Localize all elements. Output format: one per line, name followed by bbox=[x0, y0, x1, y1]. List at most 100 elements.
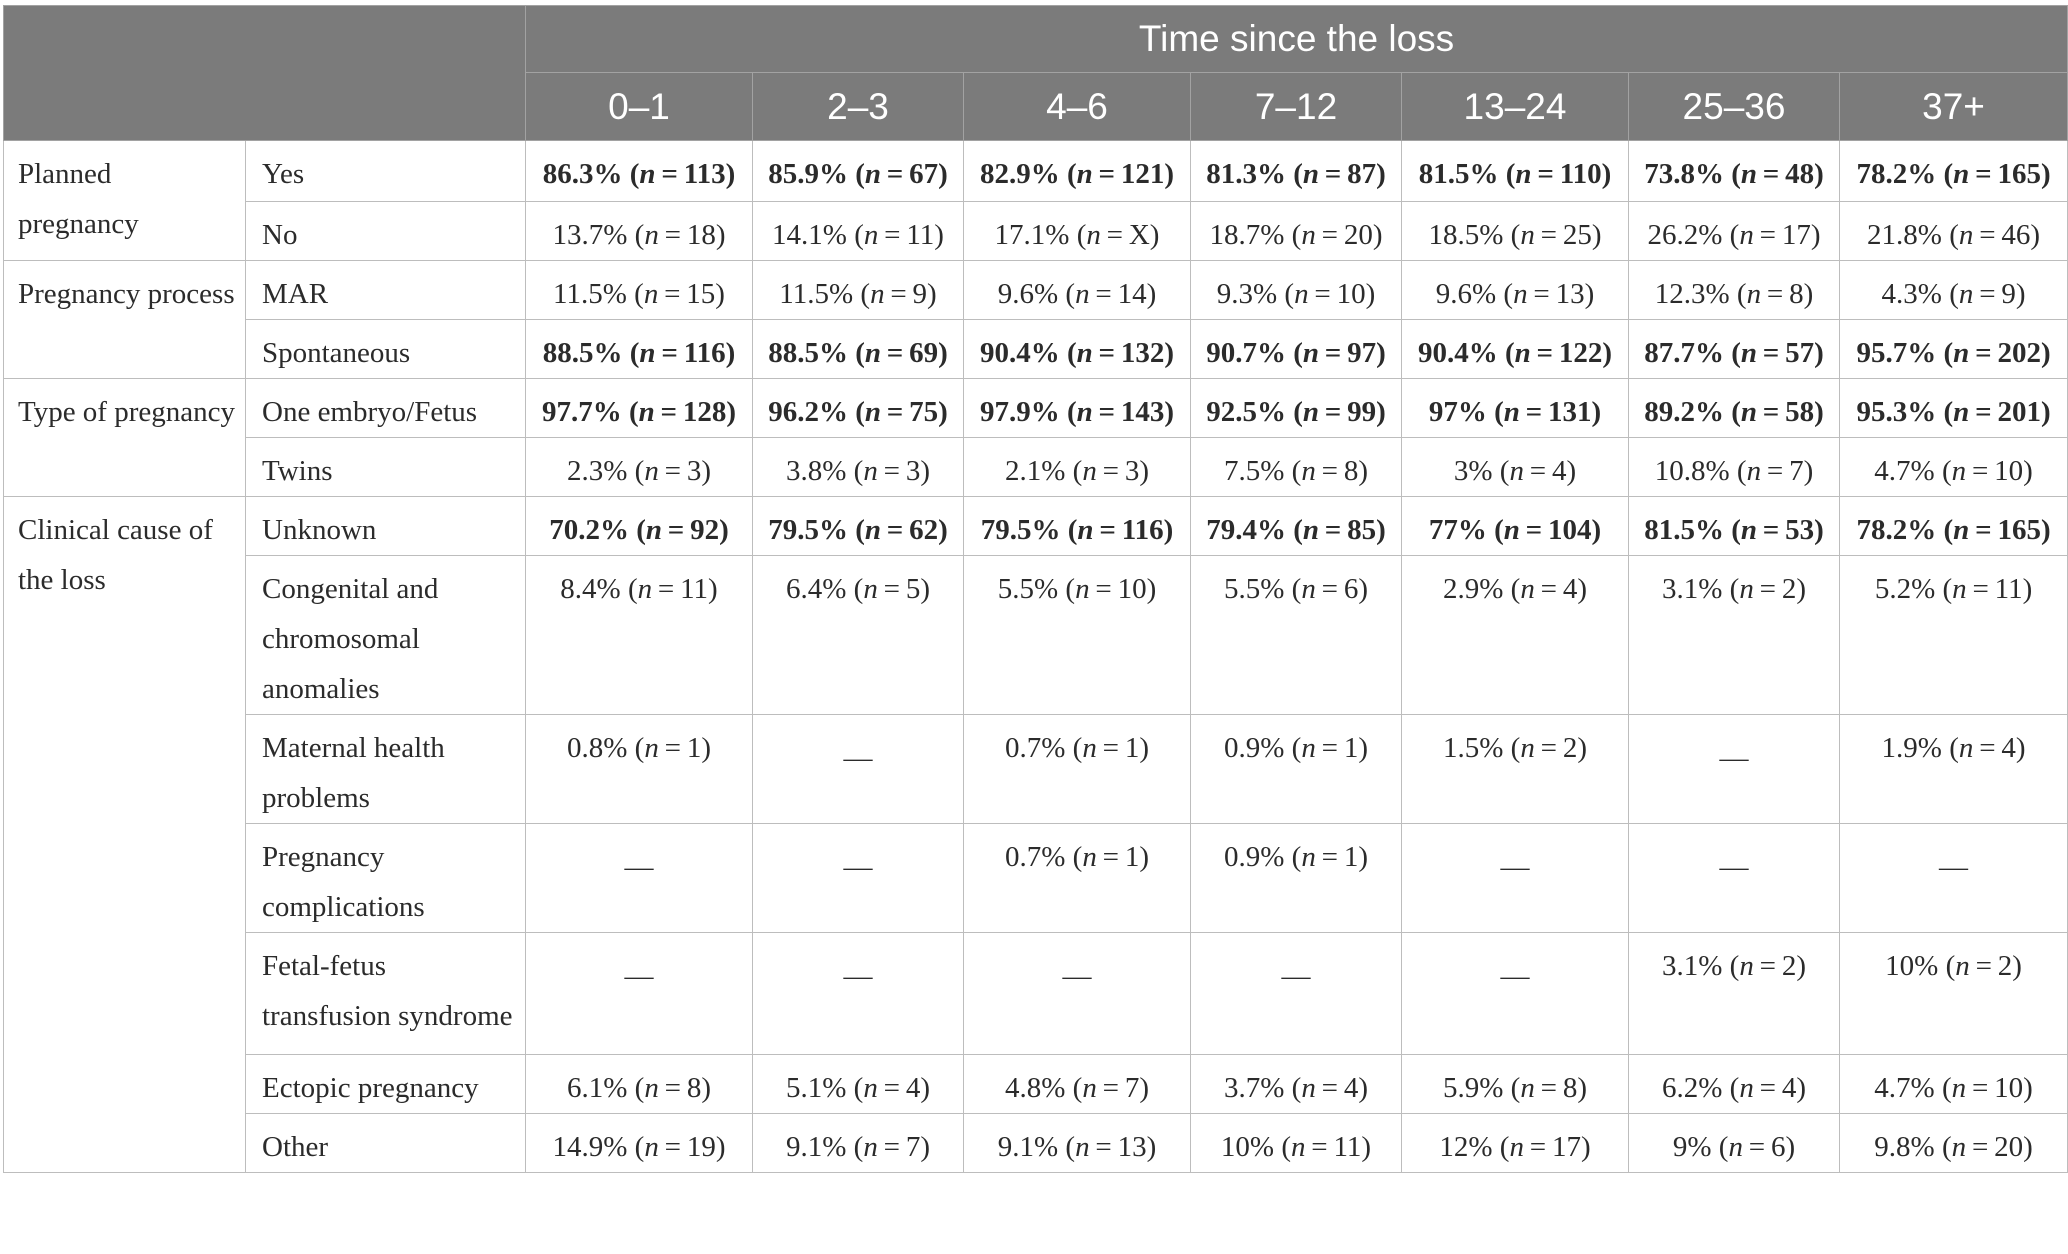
data-cell: 0.9% (n = 1) bbox=[1190, 714, 1402, 824]
cell-count: 17 bbox=[1781, 219, 1811, 251]
row-label: MAR bbox=[245, 260, 526, 320]
cell-percent: 5.2% bbox=[1874, 573, 1936, 605]
cell-percent: 89.2% bbox=[1644, 396, 1724, 428]
data-cell: 3% (n = 4) bbox=[1401, 437, 1629, 497]
data-cell: 77% (n = 104) bbox=[1401, 496, 1629, 556]
cell-percent: 14.9% bbox=[552, 1131, 628, 1163]
data-cell: 5.5% (n = 10) bbox=[963, 555, 1191, 715]
row-label: Other bbox=[245, 1113, 526, 1173]
data-cell: 9% (n = 6) bbox=[1628, 1113, 1840, 1173]
data-cell: 10% (n = 2) bbox=[1838, 932, 2068, 1055]
data-cell: 90.4% (n = 132) bbox=[963, 319, 1191, 379]
group-label: Clinical cause of the loss bbox=[3, 496, 246, 1173]
data-cell: — bbox=[752, 932, 964, 1055]
data-cell: 17.1% (n = X) bbox=[963, 201, 1191, 261]
cell-count: 11 bbox=[1994, 573, 2023, 605]
data-cell: 10.8% (n = 7) bbox=[1628, 437, 1840, 497]
data-cell: — bbox=[1628, 714, 1840, 824]
cell-percent: 10.8% bbox=[1654, 455, 1730, 487]
data-cell: — bbox=[1838, 823, 2068, 933]
cell-percent: 90.4% bbox=[1417, 337, 1498, 369]
cell-percent: 9.1% bbox=[786, 1131, 847, 1163]
table-row: Pregnancy process MAR 11.5% (n = 15) 11.5% … bbox=[3, 260, 2068, 379]
cell-percent: 18.7% bbox=[1209, 219, 1285, 251]
cell-count: 143 bbox=[1120, 396, 1165, 428]
data-cell: 81.5% (n = 110) bbox=[1401, 140, 1629, 202]
cell-percent: 78.2% bbox=[1856, 158, 1937, 190]
cell-count: 2 bbox=[1781, 573, 1797, 605]
data-cell: 3.1% (n = 2) bbox=[1628, 555, 1840, 715]
cell-percent: 88.5% bbox=[542, 337, 623, 369]
table-row: Fetal-fetus transfusion syndrome — — — — — 3.1… bbox=[4, 932, 2068, 1055]
cell-count: 18 bbox=[686, 219, 716, 251]
header-row-columns: 0–1 2–3 4–6 7–12 13–24 25–36 37+ bbox=[4, 72, 2068, 141]
data-cell: 87.7% (n = 57) bbox=[1628, 319, 1840, 379]
column-header: 4–6 bbox=[963, 72, 1191, 141]
cell-percent: 4.7% bbox=[1874, 1072, 1935, 1104]
cell-count: 11 bbox=[906, 219, 935, 251]
cell-percent: 86.3% bbox=[542, 158, 623, 190]
cell-percent: 77% bbox=[1428, 514, 1487, 546]
cell-count: 165 bbox=[1997, 158, 2041, 190]
table-row: Pregnancy complications — —0.7% (n = 1) 0.9… bbox=[4, 823, 2068, 933]
cell-count: 3 bbox=[905, 455, 921, 487]
data-cell: 8.4% (n = 11) bbox=[525, 555, 753, 715]
data-cell: — bbox=[525, 823, 753, 933]
cell-percent: 85.9% bbox=[768, 158, 848, 190]
cell-count: 13 bbox=[1117, 1131, 1147, 1163]
data-cell: 78.2% (n = 165) bbox=[1838, 140, 2068, 202]
cell-count: 116 bbox=[1121, 514, 1164, 546]
cell-count: 4 bbox=[2001, 732, 2016, 764]
cell-percent: 2.9% bbox=[1443, 573, 1504, 605]
row-label: One embryo/Fetus bbox=[245, 378, 526, 438]
cell-percent: 95.3% bbox=[1856, 396, 1937, 428]
cell-percent: 79.5% bbox=[980, 514, 1061, 546]
data-cell: 11.5% (n = 9) bbox=[752, 260, 964, 320]
table-row: Ectopic pregnancy 6.1% (n = 8) 5.1% (n = 4… bbox=[4, 1054, 2068, 1114]
cell-count: 7 bbox=[1124, 1072, 1140, 1104]
cell-percent: 97% bbox=[1428, 396, 1487, 428]
cell-percent: 79.4% bbox=[1206, 514, 1286, 546]
row-label: Ectopic pregnancy bbox=[245, 1054, 526, 1114]
cell-count: 3 bbox=[686, 455, 702, 487]
table-row: Twins 2.3% (n = 3) 3.8% (n = 3) 2.1% (n = 3… bbox=[4, 437, 2068, 497]
data-cell: 89.2% (n = 58) bbox=[1628, 378, 1840, 438]
cell-count: 97 bbox=[1347, 337, 1377, 369]
data-cell: 78.2% (n = 165) bbox=[1838, 496, 2068, 556]
header-row-top: Time since the loss bbox=[3, 5, 2068, 141]
cell-count: 8 bbox=[1343, 455, 1359, 487]
data-cell: 70.2% (n = 92) bbox=[525, 496, 753, 556]
column-header: 13–24 bbox=[1401, 72, 1629, 141]
row-label: Congenital and chromosomal anomalies bbox=[245, 555, 526, 715]
data-cell: 90.4% (n = 122) bbox=[1401, 319, 1629, 379]
data-cell: 5.2% (n = 11) bbox=[1838, 555, 2068, 715]
cell-percent: 0.7% bbox=[1005, 732, 1066, 764]
cell-count: 131 bbox=[1548, 396, 1592, 428]
data-cell: — bbox=[963, 932, 1191, 1055]
cell-percent: 1.5% bbox=[1443, 732, 1504, 764]
cell-percent: 12.3% bbox=[1654, 278, 1730, 310]
cell-percent: 4.8% bbox=[1005, 1072, 1066, 1104]
cell-percent: 6.4% bbox=[786, 573, 847, 605]
cell-percent: 11.5% bbox=[553, 278, 627, 310]
cell-count: 20 bbox=[1343, 219, 1373, 251]
cell-percent: 9.8% bbox=[1874, 1131, 1935, 1163]
cell-percent: 90.7% bbox=[1206, 337, 1286, 369]
cell-percent: 95.7% bbox=[1856, 337, 1937, 369]
data-cell: 11.5% (n = 15) bbox=[525, 260, 753, 320]
data-cell: 14.1% (n = 11) bbox=[752, 201, 964, 261]
cell-count: 4 bbox=[1562, 573, 1578, 605]
cell-percent: 0.9% bbox=[1224, 841, 1285, 873]
empty-dash: — bbox=[1719, 851, 1749, 883]
data-cell: 6.4% (n = 5) bbox=[752, 555, 964, 715]
cell-count: 9 bbox=[2001, 278, 2016, 310]
cell-count: 13 bbox=[1555, 278, 1585, 310]
empty-dash: — bbox=[624, 960, 654, 992]
data-cell: 12.3% (n = 8) bbox=[1628, 260, 1840, 320]
cell-percent: 9.6% bbox=[1435, 278, 1497, 310]
data-cell: 14.9% (n = 19) bbox=[525, 1113, 753, 1173]
data-cell: 7.5% (n = 8) bbox=[1190, 437, 1402, 497]
cell-percent: 81.3% bbox=[1206, 158, 1286, 190]
cell-percent: 3% bbox=[1453, 455, 1493, 487]
cell-percent: 9.1% bbox=[997, 1131, 1059, 1163]
